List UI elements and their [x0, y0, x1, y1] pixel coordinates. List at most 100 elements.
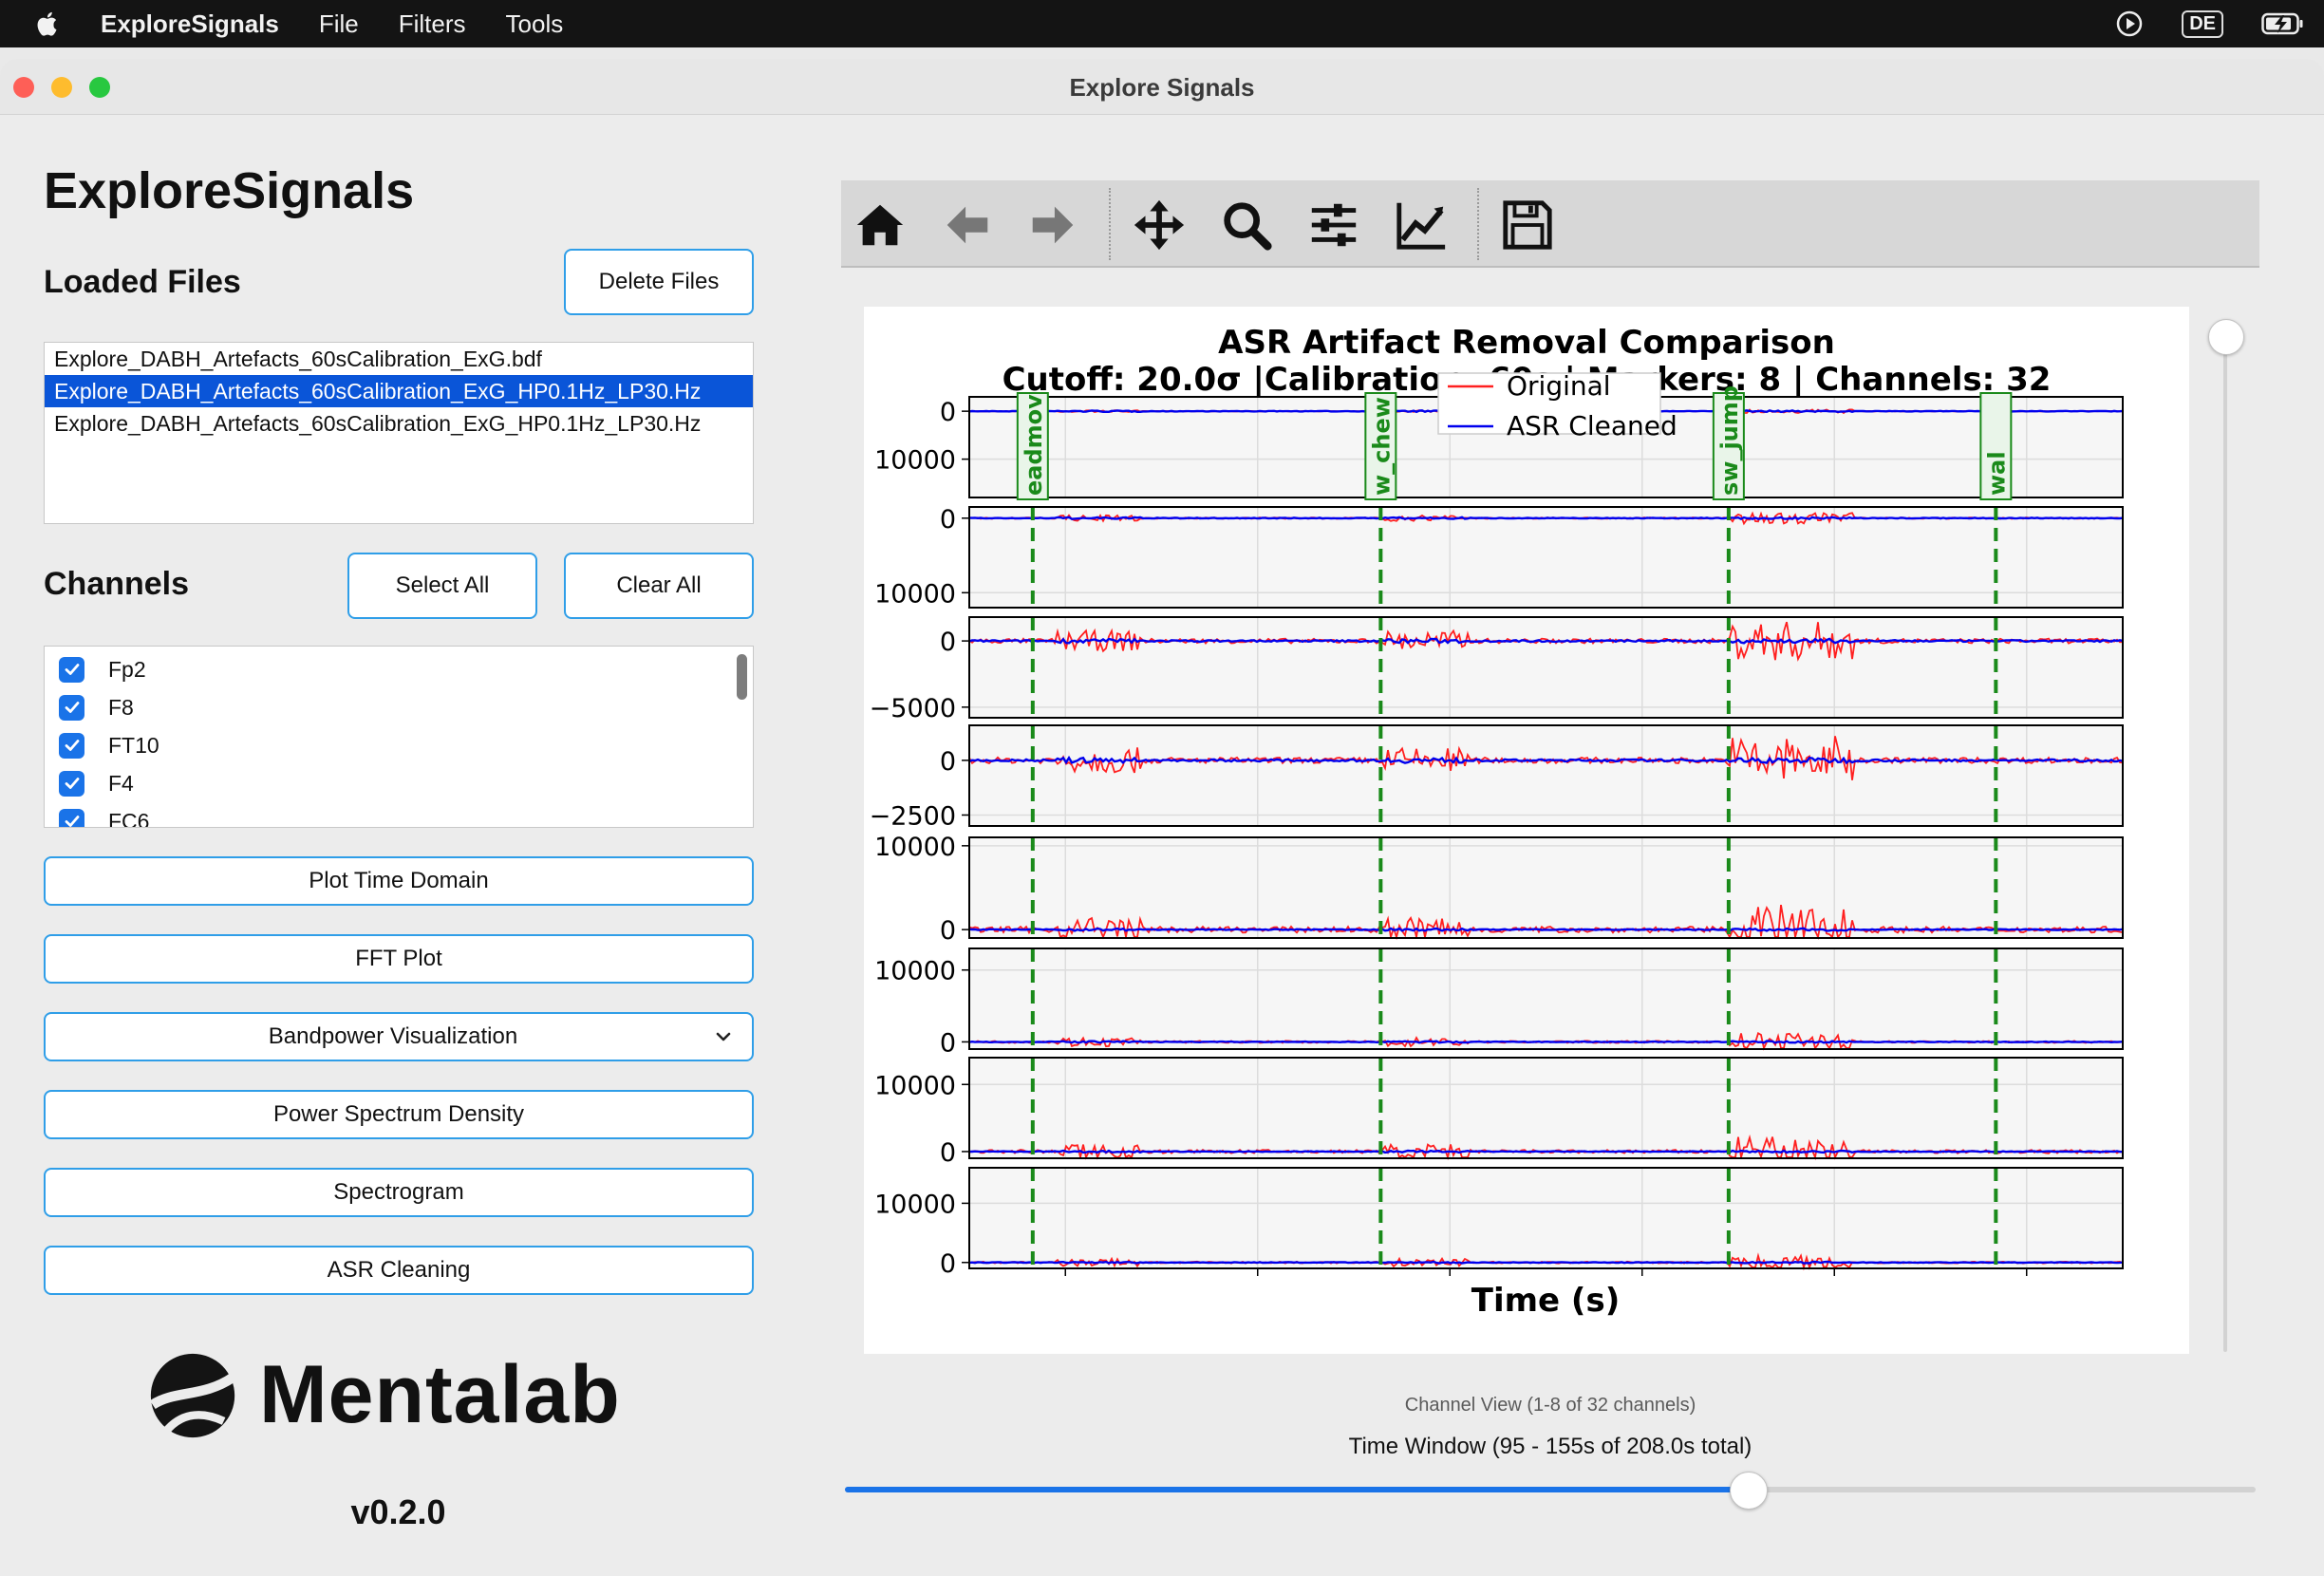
chevron-down-icon — [716, 1032, 731, 1041]
channel-label: FT10 — [108, 732, 159, 758]
panel-background — [969, 725, 2123, 826]
menu-app-name[interactable]: ExploreSignals — [101, 9, 279, 38]
forward-arrow-icon[interactable] — [1025, 197, 1080, 253]
y-tick-label: 0 — [940, 1028, 956, 1058]
clear-all-button[interactable]: Clear All — [564, 553, 754, 619]
plot-canvas[interactable]: ASR Artifact Removal Comparison Cutoff: … — [864, 307, 2189, 1354]
loaded-files-title: Loaded Files — [44, 264, 241, 300]
toolbar-separator — [1109, 188, 1111, 260]
y-tick-label: 0 — [940, 628, 956, 657]
panel-background — [969, 1168, 2123, 1268]
series-cleaned-line — [968, 516, 2124, 521]
delete-files-button[interactable]: Delete Files — [564, 249, 754, 315]
menu-tools[interactable]: Tools — [505, 9, 564, 38]
legend — [1437, 372, 1661, 435]
panel-background — [969, 1058, 2123, 1158]
y-tick-label: 10000 — [874, 957, 956, 986]
legend-label: Original — [1507, 370, 1611, 402]
y-tick-label: 0 — [940, 1138, 956, 1168]
asr-comparison-chart[interactable]: ASR Artifact Removal Comparison Cutoff: … — [864, 307, 2189, 1354]
pan-icon[interactable] — [1132, 197, 1187, 253]
channel-label: F8 — [108, 694, 134, 720]
play-circle-icon[interactable] — [2115, 9, 2144, 38]
fft-plot-button[interactable]: FFT Plot — [44, 934, 754, 984]
marker-label-box — [1364, 392, 1397, 500]
channel-item[interactable]: FC6 — [45, 802, 753, 828]
window-title: Explore Signals — [1069, 73, 1255, 102]
checkbox-checked-icon[interactable] — [59, 808, 84, 827]
input-language-indicator[interactable]: DE — [2182, 9, 2223, 38]
channel-item[interactable]: F8 — [45, 688, 753, 726]
marker-label: sw_jump — [1716, 385, 1743, 496]
panel-frame — [968, 616, 2124, 719]
bandpower-visualization-dropdown[interactable]: Bandpower Visualization — [44, 1012, 754, 1061]
select-all-button[interactable]: Select All — [347, 553, 537, 619]
close-window-button[interactable] — [13, 77, 34, 98]
channel-item[interactable]: FT10 — [45, 726, 753, 764]
checkbox-checked-icon[interactable] — [59, 770, 84, 797]
power-spectrum-density-button[interactable]: Power Spectrum Density — [44, 1090, 754, 1139]
channel-list-scrollbar[interactable] — [737, 654, 747, 700]
marker-label: wal — [1983, 451, 2010, 496]
menu-filters[interactable]: Filters — [398, 9, 466, 38]
panel-frame — [968, 947, 2124, 1050]
panel-background — [969, 948, 2123, 1049]
channel-label: F4 — [108, 770, 134, 796]
checkbox-checked-icon[interactable] — [59, 732, 84, 759]
panel-frame — [968, 724, 2124, 827]
y-tick-label: 0 — [940, 505, 956, 535]
zoom-icon[interactable] — [1219, 197, 1274, 253]
spectrogram-button[interactable]: Spectrogram — [44, 1168, 754, 1217]
back-arrow-icon[interactable] — [940, 197, 995, 253]
channel-list[interactable]: Fp2 F8 FT10 F4 FC6 — [44, 646, 754, 828]
channel-label: FC6 — [108, 808, 150, 828]
panel-frame — [968, 836, 2124, 939]
y-tick-label: 10000 — [874, 1190, 956, 1219]
legend-label: ASR Cleaned — [1507, 410, 1677, 441]
app-title: ExploreSignals — [44, 162, 415, 219]
checkbox-checked-icon[interactable] — [59, 694, 84, 721]
bandpower-label: Bandpower Visualization — [268, 1023, 518, 1049]
series-cleaned-line — [968, 637, 2124, 645]
series-cleaned-line — [969, 1149, 2124, 1154]
home-icon[interactable] — [853, 197, 908, 253]
menu-file[interactable]: File — [318, 9, 359, 38]
chart-title: ASR Artifact Removal Comparison — [1218, 324, 1835, 362]
file-item[interactable]: Explore_DABH_Artefacts_60sCalibration_Ex… — [54, 347, 542, 371]
checkbox-checked-icon[interactable] — [59, 656, 84, 683]
time-window-slider-fill — [845, 1487, 1749, 1492]
file-item[interactable]: Explore_DABH_Artefacts_60sCalibration_Ex… — [54, 411, 702, 436]
channel-scroll-slider-track[interactable] — [2223, 327, 2227, 1352]
channel-scroll-slider-handle[interactable] — [2208, 319, 2244, 355]
edit-axis-icon[interactable] — [1394, 197, 1449, 253]
subplots-config-icon[interactable] — [1306, 197, 1361, 253]
title-bar: Explore Signals — [0, 59, 2324, 115]
y-tick-label: 0 — [940, 916, 956, 946]
marker-label-box — [1712, 392, 1745, 500]
battery-charging-icon[interactable] — [2261, 11, 2305, 36]
toolbar-separator — [1477, 188, 1479, 260]
y-tick-label: 0 — [940, 747, 956, 777]
file-list[interactable]: Explore_DABH_Artefacts_60sCalibration_Ex… — [44, 342, 754, 524]
channel-item[interactable]: Fp2 — [45, 650, 753, 688]
save-icon[interactable] — [1500, 197, 1555, 253]
file-item-selected[interactable]: Explore_DABH_Artefacts_60sCalibration_Ex… — [45, 375, 753, 407]
time-window-label: Time Window (95 - 155s of 208.0s total) — [1348, 1434, 1752, 1459]
channel-view-label: Channel View (1-8 of 32 channels) — [1404, 1395, 1696, 1416]
series-cleaned-line — [968, 1260, 2124, 1265]
y-tick-label: 10000 — [874, 833, 956, 862]
apple-logo-icon[interactable] — [34, 9, 63, 38]
asr-cleaning-button[interactable]: ASR Cleaning — [44, 1246, 754, 1295]
channel-item[interactable]: F4 — [45, 764, 753, 802]
marker-label-box — [1016, 392, 1049, 500]
y-tick-label: 0 — [940, 398, 956, 427]
zoom-window-button[interactable] — [89, 77, 110, 98]
menu-bar: ExploreSignals File Filters Tools DE — [0, 0, 2324, 47]
time-window-slider-track[interactable] — [845, 1487, 2256, 1492]
minimize-window-button[interactable] — [51, 77, 72, 98]
time-window-slider-handle[interactable] — [1730, 1472, 1769, 1510]
panel-background — [969, 507, 2123, 608]
plot-time-domain-button[interactable]: Plot Time Domain — [44, 856, 754, 906]
panel-frame — [968, 1167, 2124, 1269]
plot-toolbar — [841, 180, 2259, 268]
